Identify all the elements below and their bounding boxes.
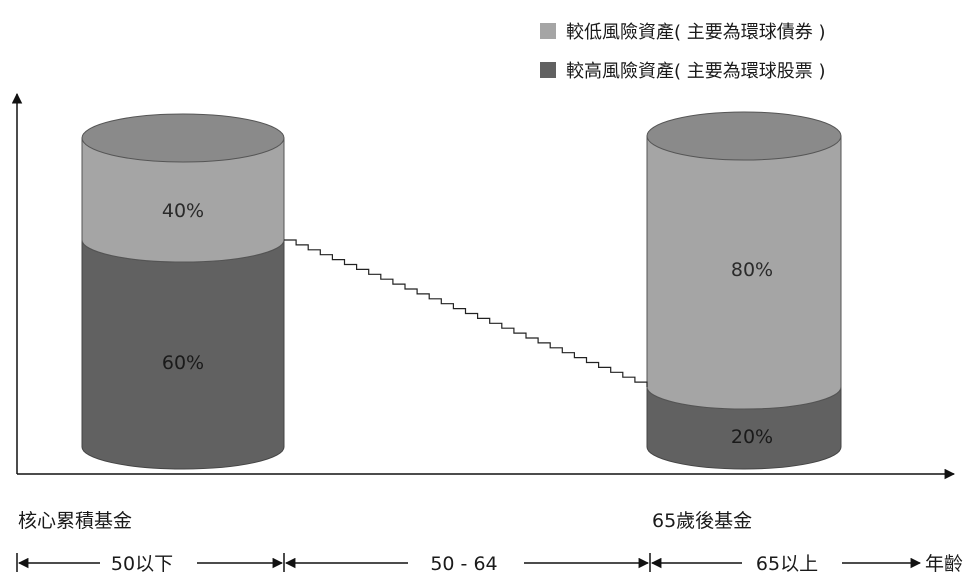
age-range-row: 50以下 50 - 64 65以上 年齡	[16, 553, 963, 575]
age-range-under50: 50以下	[111, 553, 173, 575]
cylinder-core-top-segment	[81, 137, 285, 263]
cylinder-age65-fund: 80% 20%	[646, 111, 842, 470]
cylinder-age65-bottom-value: 20%	[731, 426, 773, 448]
legend: 較低風險資產( 主要為環球債券 ) 較高風險資產( 主要為環球股票 )	[540, 22, 826, 82]
legend-swatch-low-risk	[540, 23, 556, 39]
age-axis-label: 年齡	[925, 553, 963, 575]
cylinder-age65-top-face	[646, 111, 842, 161]
fund-name-age65: 65歲後基金	[652, 510, 752, 532]
cylinder-core-top-face	[81, 113, 285, 163]
legend-label-low-risk: 較低風險資產( 主要為環球債券 )	[566, 22, 826, 43]
age-range-50to64: 50 - 64	[430, 553, 497, 575]
legend-label-high-risk: 較高風險資產( 主要為環球股票 )	[566, 61, 826, 82]
cylinder-age65-top-value: 80%	[731, 259, 773, 281]
cylinder-age65-top-segment	[646, 135, 842, 410]
age-range-over65: 65以上	[756, 553, 818, 575]
cylinder-core-top-value: 40%	[162, 200, 204, 222]
glide-path-stair-line	[284, 239, 648, 387]
cylinder-core-bottom-value: 60%	[162, 352, 204, 374]
legend-swatch-high-risk	[540, 62, 556, 78]
fund-name-core: 核心累積基金	[18, 510, 132, 532]
cylinder-core-fund: 40% 60%	[81, 113, 285, 470]
